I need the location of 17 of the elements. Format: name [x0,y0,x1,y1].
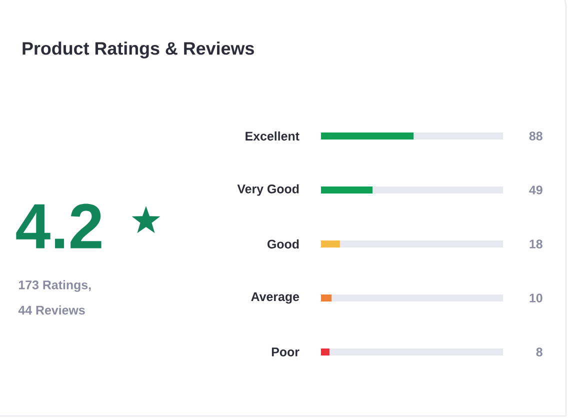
text: 44 Reviews [18,305,85,315]
bar [321,348,330,356]
text: 173 Ratings, [18,280,91,292]
text: Product Ratings & Reviews [22,42,254,58]
data-label: 88 [529,132,542,140]
y-tick-label: Good [267,239,299,249]
y-tick-label: Average [251,292,300,304]
bar [321,294,332,302]
y-tick-label: Poor [272,348,300,356]
data-label: 10 [530,294,542,302]
text: 4.2 [16,204,102,248]
y-tick-label: Excellent [246,131,300,141]
y-tick-label: Very Good [237,184,299,196]
data-label: 18 [530,240,542,248]
data-label: 8 [536,348,542,356]
bar [321,240,340,248]
data-label: 49 [529,186,542,194]
